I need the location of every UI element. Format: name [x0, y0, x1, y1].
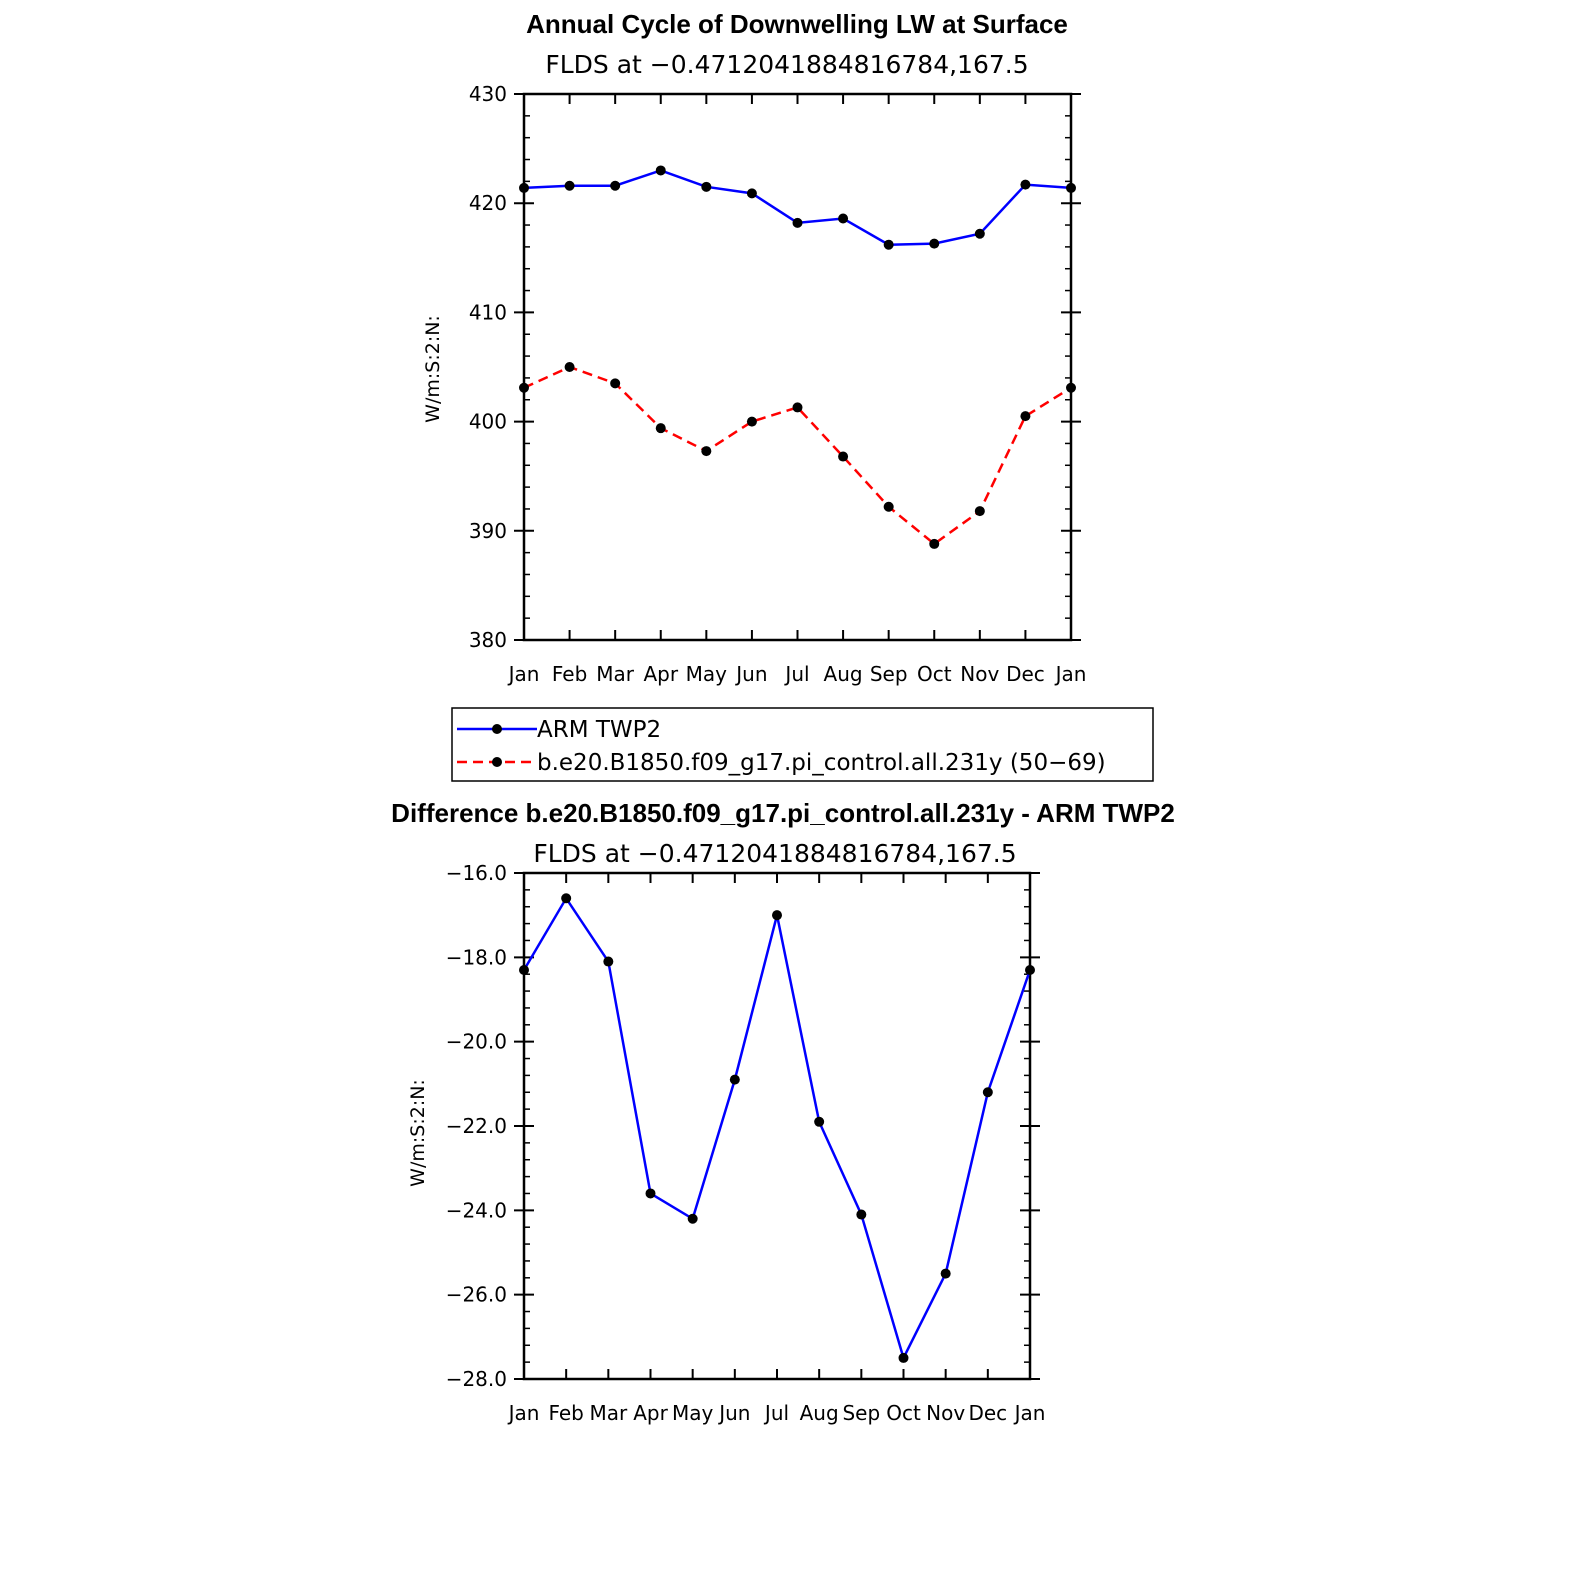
plot-frame — [522, 92, 1073, 642]
series-line-0 — [522, 895, 1032, 1362]
y-tick-label: 430 — [469, 82, 507, 106]
legend-marker-arm — [492, 724, 502, 734]
legend-box — [451, 707, 1154, 782]
x-tick-label: Sep — [870, 662, 908, 686]
data-point — [746, 188, 757, 199]
data-point — [519, 964, 529, 975]
data-point — [519, 382, 529, 393]
chart-title: Annual Cycle of Downwelling LW at Surfac… — [526, 9, 1068, 39]
data-point — [1066, 182, 1076, 193]
legend-marker-model — [492, 757, 502, 767]
x-tick-label: Feb — [552, 662, 587, 686]
data-point — [610, 378, 621, 389]
legend: ARM TWP2 b.e20.B1850.f09_g17.pi_control.… — [451, 707, 1154, 782]
x-tick-label: Jun — [734, 662, 767, 686]
x-tick-label: Nov — [926, 1401, 965, 1425]
data-point — [792, 402, 803, 413]
x-tick-label: Jan — [507, 1401, 540, 1425]
data-point — [645, 1188, 656, 1199]
y-tick-label: −26.0 — [446, 1283, 507, 1307]
data-point — [929, 538, 940, 549]
data-point — [655, 423, 666, 434]
y-tick-label: 380 — [469, 628, 507, 652]
y-tick-label: 400 — [469, 410, 507, 434]
y-tick-label: 420 — [469, 191, 507, 215]
data-point — [792, 217, 803, 228]
data-point — [610, 180, 621, 191]
x-tick-label: Feb — [548, 1401, 583, 1425]
data-point — [1020, 179, 1031, 190]
data-point — [974, 228, 985, 239]
y-tick-label: −24.0 — [446, 1198, 507, 1222]
data-point — [940, 1268, 951, 1279]
data-point — [1020, 411, 1031, 422]
x-tick-label: Jun — [717, 1401, 750, 1425]
x-tick-label: Aug — [800, 1401, 839, 1425]
data-point — [603, 956, 614, 967]
annual-cycle-chart: Annual Cycle of Downwelling LW at Surfac… — [422, 9, 1086, 686]
y-axis-label: W/m:S:2:N: — [422, 315, 444, 423]
difference-chart: Difference b.e20.B1850.f09_g17.pi_contro… — [391, 798, 1175, 1425]
legend-label-model: b.e20.B1850.f09_g17.pi_control.all.231y … — [537, 750, 1106, 776]
data-point — [701, 181, 712, 192]
x-tick-label: Aug — [824, 662, 863, 686]
y-tick-label: −16.0 — [446, 861, 507, 885]
x-tick-label: Jan — [1013, 1401, 1046, 1425]
data-point — [814, 1116, 825, 1127]
data-point — [564, 362, 575, 372]
data-point — [519, 182, 529, 193]
data-point — [1025, 964, 1035, 975]
legend-label-arm: ARM TWP2 — [537, 717, 661, 743]
data-point — [883, 239, 894, 250]
data-point — [883, 501, 894, 512]
data-point — [838, 213, 849, 224]
y-tick-label: −28.0 — [446, 1367, 507, 1391]
x-tick-label: Apr — [643, 662, 678, 686]
data-point — [974, 506, 985, 517]
chart-subtitle: FLDS at −0.4712041884816784,167.5 — [545, 50, 1028, 79]
data-point — [729, 1074, 740, 1085]
x-tick-label: Nov — [960, 662, 999, 686]
x-tick-label: May — [686, 662, 728, 686]
chart-subtitle: FLDS at −0.4712041884816784,167.5 — [533, 839, 1016, 868]
y-tick-label: 390 — [469, 519, 507, 543]
x-tick-label: Sep — [842, 1401, 880, 1425]
chart-title: Difference b.e20.B1850.f09_g17.pi_contro… — [391, 798, 1175, 828]
data-point — [746, 416, 757, 427]
x-tick-label: Oct — [886, 1401, 921, 1425]
x-tick-label: Jan — [1054, 662, 1087, 686]
data-point — [1066, 382, 1076, 393]
x-tick-label: Mar — [589, 1401, 628, 1425]
data-point — [838, 451, 849, 462]
data-point — [898, 1352, 909, 1363]
x-tick-label: Jan — [507, 662, 540, 686]
x-tick-label: Dec — [968, 1401, 1007, 1425]
data-point — [655, 165, 666, 176]
x-tick-label: Jul — [783, 662, 809, 686]
x-tick-label: Apr — [633, 1401, 668, 1425]
y-tick-label: 410 — [469, 300, 507, 324]
y-axis-label: W/m:S:2:N: — [407, 1079, 429, 1187]
y-tick-label: −18.0 — [446, 945, 507, 969]
data-point — [561, 893, 572, 904]
data-point — [701, 446, 712, 457]
x-tick-label: Dec — [1006, 662, 1045, 686]
x-tick-label: Jul — [763, 1401, 789, 1425]
y-tick-label: −22.0 — [446, 1114, 507, 1138]
data-point — [929, 238, 940, 249]
data-point — [687, 1213, 698, 1224]
x-tick-label: May — [672, 1401, 714, 1425]
data-point — [982, 1087, 993, 1098]
series-line-1 — [523, 365, 1072, 546]
data-point — [772, 910, 782, 921]
x-tick-label: Oct — [917, 662, 952, 686]
x-tick-label: Mar — [596, 662, 635, 686]
y-tick-label: −20.0 — [446, 1030, 507, 1054]
data-point — [564, 180, 575, 191]
series-line-0 — [523, 169, 1072, 246]
data-point — [856, 1209, 867, 1220]
